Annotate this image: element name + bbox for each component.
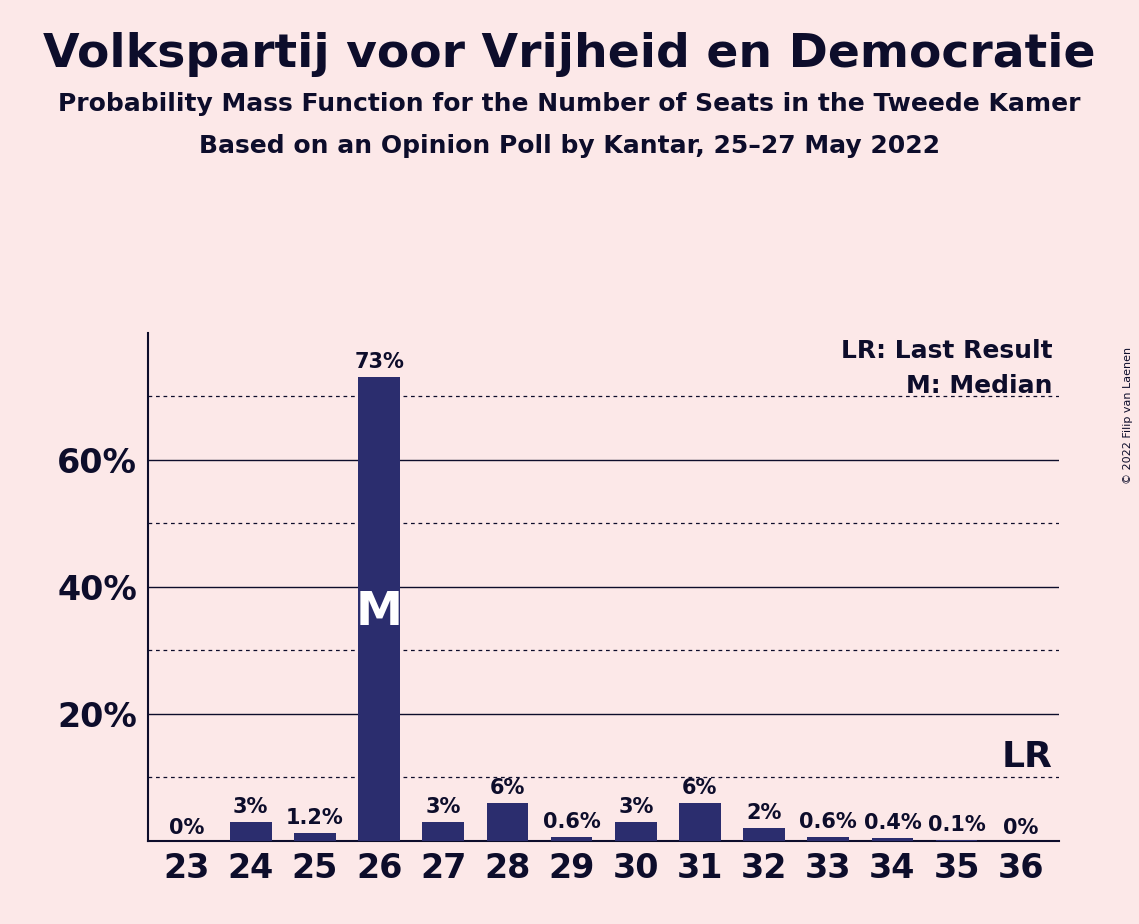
Text: 1.2%: 1.2% xyxy=(286,808,344,828)
Text: 3%: 3% xyxy=(426,796,461,817)
Text: Volkspartij voor Vrijheid en Democratie: Volkspartij voor Vrijheid en Democratie xyxy=(43,32,1096,78)
Text: 0%: 0% xyxy=(1003,818,1039,838)
Bar xyxy=(808,837,849,841)
Text: 6%: 6% xyxy=(682,778,718,797)
Bar xyxy=(871,838,913,841)
Bar xyxy=(486,803,528,841)
Text: © 2022 Filip van Laenen: © 2022 Filip van Laenen xyxy=(1123,347,1133,484)
Text: M: Median: M: Median xyxy=(907,374,1052,398)
Text: 3%: 3% xyxy=(233,796,269,817)
Text: LR: Last Result: LR: Last Result xyxy=(842,339,1052,363)
Text: 0%: 0% xyxy=(169,818,204,838)
Text: 0.4%: 0.4% xyxy=(863,813,921,833)
Bar xyxy=(294,833,336,841)
Text: 3%: 3% xyxy=(618,796,654,817)
Text: 73%: 73% xyxy=(354,352,404,372)
Bar xyxy=(230,821,271,841)
Text: 0.6%: 0.6% xyxy=(542,812,600,832)
Bar xyxy=(359,377,400,841)
Text: Based on an Opinion Poll by Kantar, 25–27 May 2022: Based on an Opinion Poll by Kantar, 25–2… xyxy=(199,134,940,158)
Text: 6%: 6% xyxy=(490,778,525,797)
Bar xyxy=(744,828,785,841)
Text: 0.1%: 0.1% xyxy=(928,815,985,835)
Bar xyxy=(423,821,464,841)
Bar xyxy=(551,837,592,841)
Bar xyxy=(679,803,721,841)
Text: 2%: 2% xyxy=(746,803,781,823)
Text: LR: LR xyxy=(1002,740,1052,774)
Text: Probability Mass Function for the Number of Seats in the Tweede Kamer: Probability Mass Function for the Number… xyxy=(58,92,1081,116)
Text: 0.6%: 0.6% xyxy=(800,812,858,832)
Text: M: M xyxy=(355,590,402,635)
Bar xyxy=(615,821,656,841)
